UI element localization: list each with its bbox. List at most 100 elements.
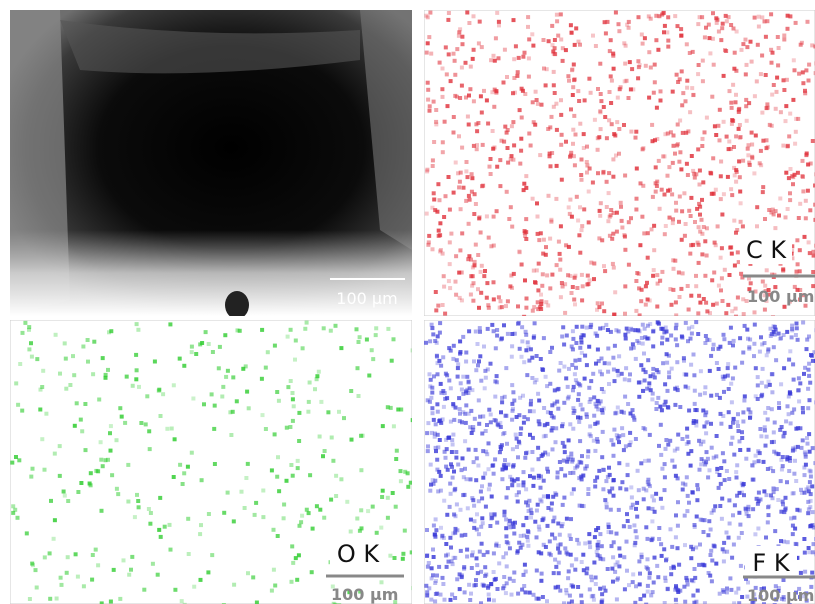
signal-dot	[494, 419, 498, 423]
signal-dot	[532, 409, 536, 413]
signal-dot	[791, 532, 795, 536]
signal-dot	[545, 467, 549, 471]
signal-dot	[403, 529, 407, 533]
signal-dot	[27, 325, 31, 329]
signal-dot	[430, 566, 434, 570]
signal-dot	[522, 415, 526, 419]
signal-dot	[647, 381, 651, 385]
signal-dot	[663, 462, 667, 466]
signal-dot	[786, 540, 790, 544]
signal-dot	[516, 304, 520, 308]
signal-dot	[604, 589, 608, 593]
signal-dot	[621, 433, 625, 437]
signal-dot	[599, 92, 603, 96]
signal-dot	[540, 499, 544, 503]
signal-dot	[694, 274, 698, 278]
signal-dot	[479, 94, 483, 98]
signal-dot	[672, 267, 676, 271]
signal-dot	[602, 407, 606, 411]
signal-dot	[604, 479, 608, 483]
signal-dot	[266, 350, 270, 354]
signal-dot	[573, 372, 577, 376]
signal-dot	[168, 523, 172, 527]
signal-dot	[652, 268, 656, 272]
signal-dot	[428, 384, 432, 388]
signal-dot	[526, 539, 530, 543]
signal-dot	[598, 109, 602, 113]
signal-dot	[458, 248, 462, 252]
signal-dot	[676, 500, 680, 504]
signal-dot	[435, 210, 439, 214]
signal-dot	[761, 280, 765, 284]
signal-dot	[190, 451, 194, 455]
signal-dot	[469, 592, 473, 596]
signal-dot	[771, 469, 775, 473]
signal-dot	[692, 373, 696, 377]
signal-dot	[777, 46, 781, 50]
signal-dot	[525, 535, 529, 539]
signal-dot	[126, 463, 130, 467]
signal-dot	[552, 105, 556, 109]
signal-dot	[429, 396, 433, 400]
signal-dot	[758, 350, 762, 354]
signal-dot	[757, 25, 761, 29]
signal-dot	[355, 517, 359, 521]
signal-dot	[611, 478, 615, 482]
signal-dot	[29, 341, 33, 345]
scale-bar-label: 100 µm	[336, 289, 397, 308]
signal-dot	[542, 336, 546, 340]
signal-dot	[367, 374, 371, 378]
signal-dot	[766, 417, 770, 421]
signal-dot	[520, 116, 524, 120]
signal-dot	[318, 435, 322, 439]
signal-dot	[472, 526, 476, 530]
signal-dot	[460, 146, 464, 150]
signal-dot	[442, 274, 446, 278]
signal-dot	[764, 35, 768, 39]
signal-dot	[524, 174, 528, 178]
signal-dot	[59, 576, 63, 580]
signal-dot	[711, 156, 715, 160]
signal-dot	[689, 464, 693, 468]
signal-dot	[452, 513, 456, 517]
signal-dot	[678, 405, 682, 409]
signal-dot	[637, 65, 641, 69]
signal-dot	[657, 526, 661, 530]
signal-dot	[178, 463, 182, 467]
signal-dot	[474, 478, 478, 482]
signal-dot	[73, 424, 77, 428]
signal-dot	[717, 284, 721, 288]
signal-dot	[721, 414, 725, 418]
signal-dot	[590, 578, 594, 582]
signal-dot	[574, 341, 578, 345]
signal-dot	[806, 442, 810, 446]
signal-dot	[641, 42, 645, 46]
signal-dot	[207, 342, 211, 346]
signal-dot	[460, 298, 464, 302]
signal-dot	[473, 519, 477, 523]
signal-dot	[126, 500, 130, 504]
signal-dot	[571, 427, 575, 431]
signal-dot	[535, 354, 539, 358]
signal-dot	[735, 420, 739, 424]
signal-dot	[596, 399, 600, 403]
signal-dot	[567, 438, 571, 442]
signal-dot	[286, 335, 290, 339]
signal-dot	[690, 154, 694, 158]
signal-dot	[720, 246, 724, 250]
signal-dot	[62, 490, 66, 494]
signal-dot	[675, 73, 679, 77]
signal-dot	[778, 197, 782, 201]
signal-dot	[805, 338, 809, 342]
signal-dot	[643, 36, 647, 40]
signal-dot	[599, 201, 603, 205]
signal-dot	[597, 469, 601, 473]
signal-dot	[729, 382, 733, 386]
signal-dot	[484, 376, 488, 380]
signal-dot	[426, 98, 430, 102]
signal-dot	[639, 181, 643, 185]
signal-dot	[722, 337, 726, 341]
signal-dot	[603, 361, 607, 365]
signal-dot	[431, 478, 435, 482]
signal-dot	[53, 452, 57, 456]
